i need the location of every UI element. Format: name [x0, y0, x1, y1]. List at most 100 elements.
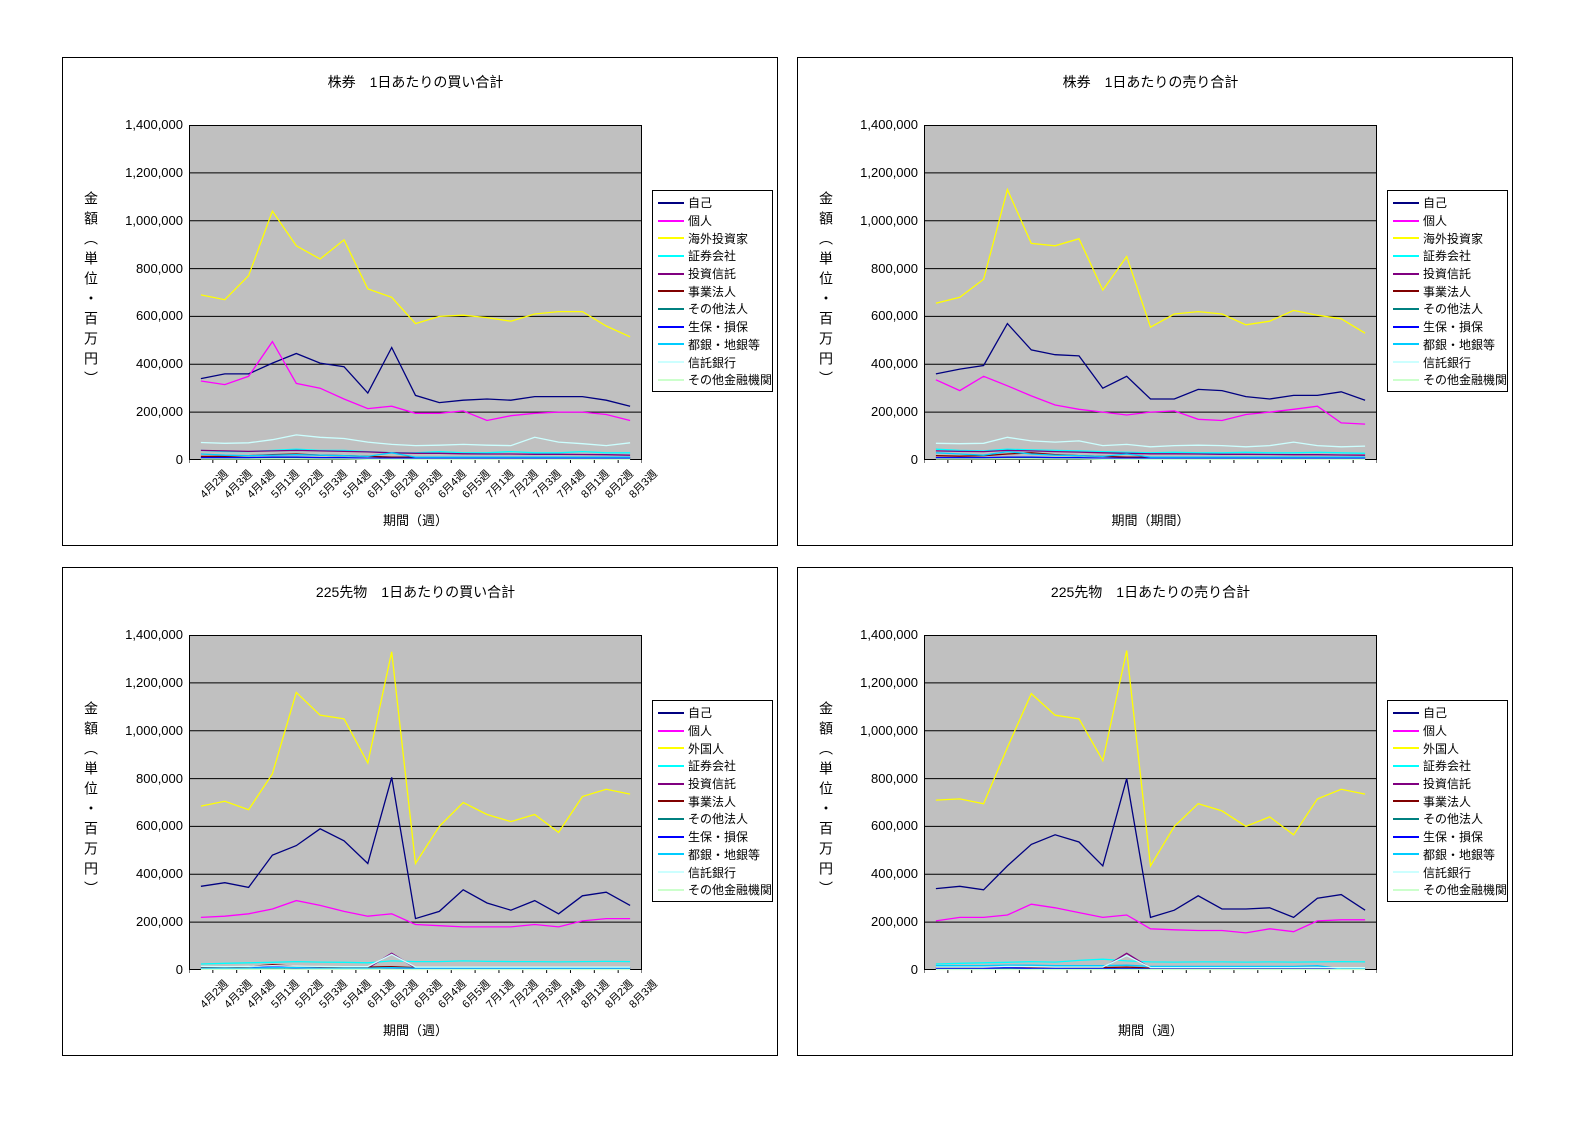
legend-line-swatch	[1393, 888, 1419, 891]
series-line-1	[200, 777, 631, 920]
series-line-2	[935, 903, 1366, 934]
y-tick-label: 1,000,000	[860, 722, 918, 738]
y-axis-title: 金額（単位・百万円）	[818, 701, 834, 901]
legend-line-swatch	[1393, 782, 1419, 785]
y-tick-label: 400,000	[136, 356, 183, 372]
legend-label: 証券会社	[1423, 759, 1472, 774]
legend-label: 事業法人	[1423, 794, 1472, 809]
legend-line-swatch	[658, 800, 684, 803]
legend-item: 都銀・地銀等	[1388, 846, 1507, 864]
y-tick-label: 0	[910, 962, 918, 977]
legend-label: その他金融機関	[688, 883, 773, 898]
y-tick-label: 800,000	[136, 770, 183, 786]
legend-item: 都銀・地銀等	[1388, 336, 1507, 354]
legend-line-swatch	[1393, 254, 1419, 257]
legend-line-swatch	[658, 343, 684, 346]
y-tick-label: 1,400,000	[860, 117, 918, 132]
chart-panel-futures-buy: 225先物 1日あたりの買い合計 金額（単位・百万円） 1,400,000 1,2…	[62, 567, 778, 1056]
y-axis-ticks: 1,400,000 1,200,000 1,000,000 800,000 600,00…	[798, 568, 918, 988]
y-tick-label: 600,000	[136, 818, 183, 834]
legend-label: その他法人	[688, 812, 749, 827]
legend-item: 証券会社	[653, 757, 772, 775]
legend-item: 個人	[653, 212, 772, 230]
y-tick-label: 200,000	[136, 404, 183, 420]
legend-line-swatch	[658, 747, 684, 750]
legend-label: 投資信託	[688, 267, 737, 282]
chart-panel-stock-sell: 株券 1日あたりの売り合計 金額（単位・百万円） 1,400,000 1,200,…	[198, 57, 1513, 546]
series-line-1	[200, 346, 631, 407]
legend-item: 信託銀行	[1388, 863, 1507, 881]
y-tick-label: 1,200,000	[125, 674, 183, 690]
y-tick-label: 0	[910, 452, 918, 467]
legend: 自己 個人 外国人 証券会社 投資信託 事業法人 その他法人 生保・損保 都銀・地銀等 信託銀行そ…	[1387, 700, 1508, 902]
legend-item: 証券会社	[653, 247, 772, 265]
legend-line-swatch	[658, 729, 684, 732]
legend-item: 海外投資家	[653, 229, 772, 247]
series-line-11	[935, 458, 1366, 460]
legend-item: その他金融機関	[653, 881, 772, 899]
series-line-3	[935, 650, 1366, 868]
legend-item: その他金融機関	[1388, 371, 1507, 389]
plot-area	[923, 125, 1378, 465]
legend-label: 個人	[688, 214, 713, 229]
legend-line-swatch	[1393, 272, 1419, 275]
y-tick-label: 200,000	[871, 914, 918, 930]
y-tick-label: 1,200,000	[860, 674, 918, 690]
legend-line-swatch	[1393, 817, 1419, 820]
series-line-4	[935, 958, 1366, 965]
legend-label: 信託銀行	[1423, 865, 1472, 880]
legend-item: 個人	[1388, 212, 1507, 230]
legend-line-swatch	[658, 888, 684, 891]
legend-label: 事業法人	[688, 794, 737, 809]
legend-line-swatch	[658, 307, 684, 310]
legend-item: 海外投資家	[1388, 229, 1507, 247]
legend-item: 投資信託	[653, 265, 772, 283]
x-axis-title: 期間（期間）	[1111, 513, 1190, 528]
y-tick-label: 1,400,000	[125, 117, 183, 132]
legend-label: その他金融機関	[1423, 883, 1508, 898]
legend-label: 自己	[688, 706, 713, 721]
y-tick-label: 0	[175, 452, 183, 467]
series-line-10	[935, 954, 1366, 969]
y-axis-title: 金額（単位・百万円）	[83, 191, 99, 391]
legend-item: 信託銀行	[653, 353, 772, 371]
legend-line-swatch	[1393, 835, 1419, 838]
legend-item: その他法人	[1388, 300, 1507, 318]
legend-line-swatch	[1393, 853, 1419, 856]
legend-label: 証券会社	[1423, 249, 1472, 264]
legend-item: 都銀・地銀等	[653, 846, 772, 864]
series-line-10	[200, 953, 631, 968]
y-tick-label: 400,000	[871, 866, 918, 882]
legend-line-swatch	[658, 361, 684, 364]
y-tick-label: 400,000	[136, 866, 183, 882]
x-axis-title: 期間（週）	[382, 1023, 448, 1038]
legend-item: その他法人	[653, 810, 772, 828]
series-line-8	[200, 456, 631, 459]
legend-line-swatch	[1393, 764, 1419, 767]
series-line-1	[935, 322, 1366, 401]
legend-item: 生保・損保	[1388, 318, 1507, 336]
legend-line-swatch	[658, 835, 684, 838]
plot-area	[188, 125, 643, 465]
legend-line-swatch	[1393, 711, 1419, 714]
legend-label: 事業法人	[688, 284, 737, 299]
series-line-2	[200, 899, 631, 928]
legend-line-swatch	[658, 711, 684, 714]
y-axis-ticks: 1,400,000 1,200,000 1,000,000 800,000 600,00…	[798, 58, 918, 478]
legend-label: 生保・損保	[688, 830, 749, 845]
legend-item: 都銀・地銀等	[653, 336, 772, 354]
legend-line-swatch	[1393, 307, 1419, 310]
y-tick-label: 800,000	[871, 770, 918, 786]
legend-item: 自己	[653, 704, 772, 722]
chart-title: 株券 1日あたりの買い合計	[327, 74, 504, 90]
legend-line-swatch	[1393, 747, 1419, 750]
y-tick-label: 200,000	[871, 404, 918, 420]
x-axis-title: 期間（週）	[1117, 1023, 1183, 1038]
legend-line-swatch	[1393, 325, 1419, 328]
legend-line-swatch	[1393, 237, 1419, 240]
chart-panel-stock-buy: 株券 1日あたりの買い合計 金額（単位・百万円） 1,400,000 1,200,…	[62, 57, 778, 546]
legend-line-swatch	[658, 201, 684, 204]
series-line-10	[200, 434, 631, 447]
legend-line-swatch	[1393, 378, 1419, 381]
series-line-5	[200, 449, 631, 456]
